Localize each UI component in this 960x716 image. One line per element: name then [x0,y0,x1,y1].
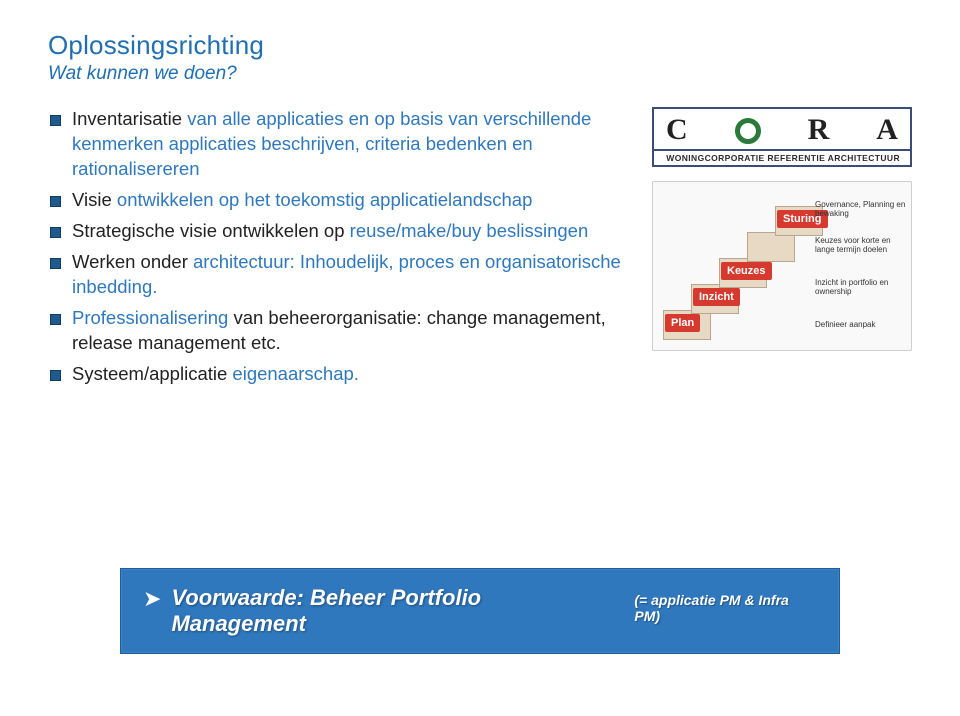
bullet-highlight: Professionalisering [72,307,233,328]
callout-main: Voorwaarde: Beheer Portfolio Management [171,585,618,637]
slide: Oplossingsrichting Wat kunnen we doen? I… [0,0,960,716]
cora-logo: C R A WONINGCORPORATIE REFERENTIE ARCHIT… [652,107,912,167]
cora-letters: C R A [662,115,902,145]
stair-tag: Inzicht [693,288,740,306]
cora-letter-r: R [808,115,830,145]
bullet-item: Werken onder architectuur: Inhoudelijk, … [48,250,632,300]
bullet-highlight: ontwikkelen op het toekomstig applicatie… [117,189,532,210]
content-row: Inventarisatie van alle applicaties en o… [48,107,912,393]
bullet-highlight: reuse/make/buy beslissingen [350,220,589,241]
slide-subtitle: Wat kunnen we doen? [48,63,912,85]
stair-tag: Plan [665,314,700,332]
cora-ring-icon [735,118,761,144]
callout-suffix: (= applicatie PM & Infra PM) [634,592,817,624]
slide-title: Oplossingsrichting [48,30,912,61]
callout-row: ➤ Voorwaarde: Beheer Portfolio Managemen… [143,585,817,637]
cora-divider [654,149,910,151]
bullet-item: Visie ontwikkelen op het toekomstig appl… [48,188,632,213]
cora-subtitle: WONINGCORPORATIE REFERENTIE ARCHITECTUUR [662,153,902,163]
bullet-pre: Strategische visie ontwikkelen op [72,220,350,241]
stair-note: Keuzes voor korte en lange termijn doele… [815,236,910,254]
callout-box: ➤ Voorwaarde: Beheer Portfolio Managemen… [120,568,840,654]
stair-step [747,232,795,262]
bullet-item: Professionalisering van beheerorganisati… [48,306,632,356]
bullet-highlight: eigenaarschap. [232,363,359,384]
bullet-item: Inventarisatie van alle applicaties en o… [48,107,632,182]
bullet-pre: Werken onder [72,251,193,272]
stair-note: Governance, Planning en bewaking [815,200,910,218]
stair-note: Inzicht in portfolio en ownership [815,278,910,296]
bullet-pre: Visie [72,189,117,210]
bullet-pre: Systeem/applicatie [72,363,232,384]
stair-note: Definieer aanpak [815,320,910,329]
chevron-right-icon: ➤ [143,588,161,610]
stair-tag: Keuzes [721,262,772,280]
cora-letter-c: C [666,115,688,145]
stair-diagram: PlanInzichtKeuzesSturingGovernance, Plan… [652,181,912,351]
cora-letter-a: A [876,115,898,145]
right-column: C R A WONINGCORPORATIE REFERENTIE ARCHIT… [652,107,912,393]
bullet-pre: Inventarisatie [72,108,187,129]
bullet-item: Strategische visie ontwikkelen op reuse/… [48,219,632,244]
bullet-list: Inventarisatie van alle applicaties en o… [48,107,632,393]
bullet-item: Systeem/applicatie eigenaarschap. [48,362,632,387]
